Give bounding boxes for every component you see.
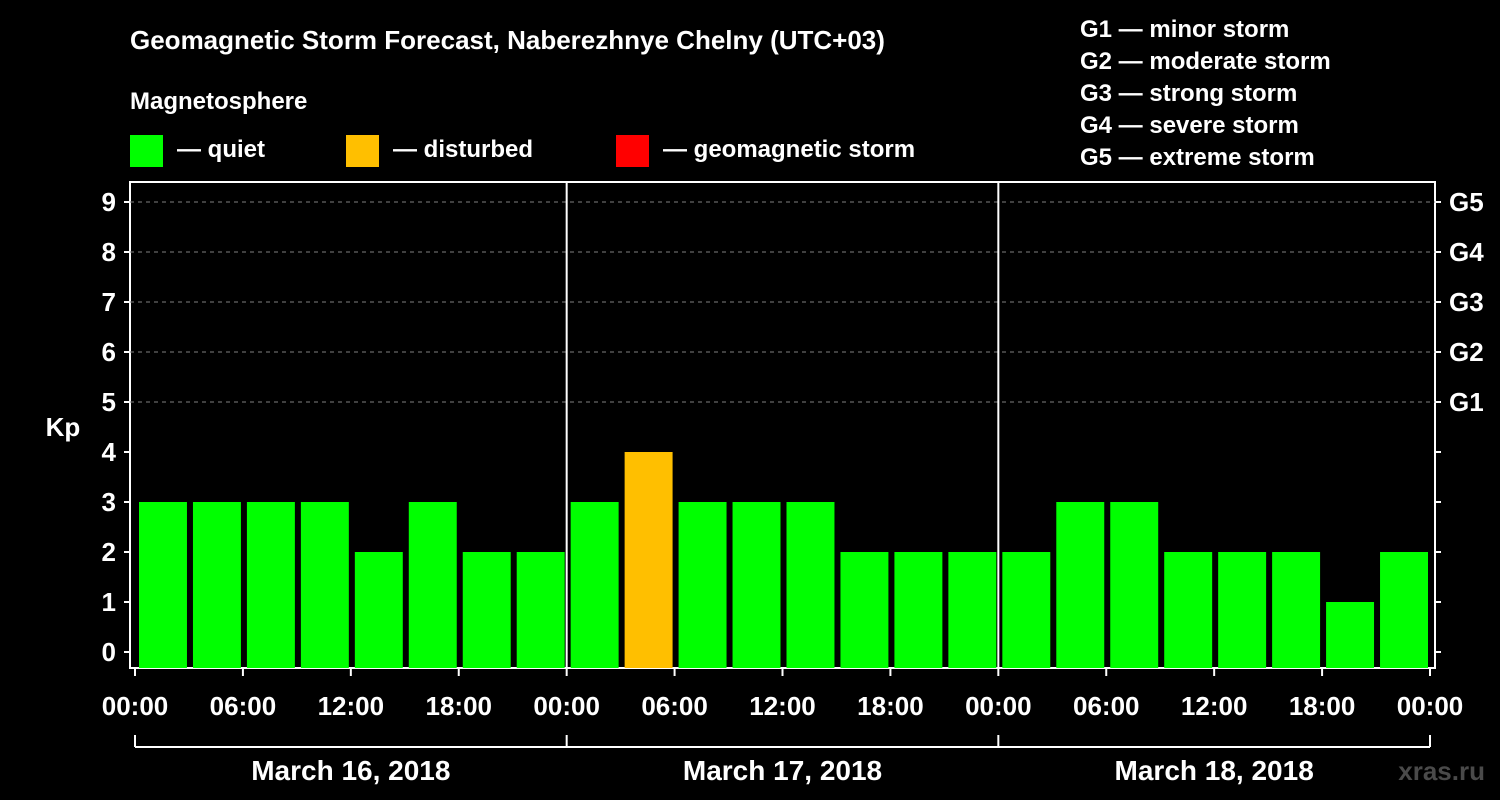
day-label-0: March 16, 2018 xyxy=(251,755,450,786)
x-tick-label-1: 06:00 xyxy=(210,691,277,721)
bar-18 xyxy=(1110,502,1159,668)
bar-13 xyxy=(840,552,889,668)
day-label-2: March 18, 2018 xyxy=(1115,755,1314,786)
x-tick-label-7: 18:00 xyxy=(857,691,924,721)
bar-19 xyxy=(1164,552,1213,668)
legend-label-quiet: — quiet xyxy=(177,136,265,163)
bar-21 xyxy=(1272,552,1321,668)
legend-title: Magnetosphere xyxy=(130,88,307,115)
bar-3 xyxy=(300,502,349,668)
bar-4 xyxy=(354,552,403,668)
x-tick-label-9: 06:00 xyxy=(1073,691,1140,721)
x-tick-label-3: 18:00 xyxy=(426,691,493,721)
right-tick-label-G5: G5 xyxy=(1449,187,1484,217)
right-tick-label-G4: G4 xyxy=(1449,237,1484,267)
right-tick-label-G3: G3 xyxy=(1449,287,1484,317)
bar-9 xyxy=(624,452,673,668)
bar-17 xyxy=(1056,502,1105,668)
y-tick-label-8: 8 xyxy=(102,237,116,267)
watermark: xras.ru xyxy=(1398,756,1485,786)
bar-2 xyxy=(246,502,295,668)
bar-22 xyxy=(1326,602,1375,668)
y-tick-label-6: 6 xyxy=(102,337,116,367)
right-tick-label-G1: G1 xyxy=(1449,387,1484,417)
x-tick-label-0: 00:00 xyxy=(102,691,169,721)
bar-23 xyxy=(1380,552,1428,668)
y-axis-label: Kp xyxy=(46,412,81,442)
y-tick-label-5: 5 xyxy=(102,387,116,417)
legend-swatch-storm xyxy=(616,135,649,167)
x-tick-label-2: 12:00 xyxy=(318,691,385,721)
bar-1 xyxy=(192,502,241,668)
x-tick-label-5: 06:00 xyxy=(641,691,708,721)
bar-8 xyxy=(570,502,619,668)
bar-5 xyxy=(408,502,457,668)
y-tick-label-4: 4 xyxy=(102,437,117,467)
x-tick-label-12: 00:00 xyxy=(1397,691,1464,721)
x-tick-label-10: 12:00 xyxy=(1181,691,1248,721)
legend-label-storm: — geomagnetic storm xyxy=(663,136,915,163)
storm-scale-g3: G3 — strong storm xyxy=(1080,80,1297,107)
bar-16 xyxy=(1002,552,1051,668)
bar-14 xyxy=(894,552,943,668)
chart-title: Geomagnetic Storm Forecast, Naberezhnye … xyxy=(130,25,885,55)
bar-0 xyxy=(139,502,187,668)
bar-15 xyxy=(948,552,997,668)
y-tick-label-1: 1 xyxy=(102,587,116,617)
y-tick-label-3: 3 xyxy=(102,487,116,517)
bar-10 xyxy=(678,502,727,668)
storm-scale-g2: G2 — moderate storm xyxy=(1080,48,1331,75)
right-tick-label-G2: G2 xyxy=(1449,337,1484,367)
legend-swatch-quiet xyxy=(130,135,163,167)
bar-11 xyxy=(732,502,781,668)
plot-area: 0 1 2 3 4 5 6 7 8 9 G1 G2 G3 G4 G5 00:00 06:00 12:00 18:00… xyxy=(102,181,1484,786)
day-label-1: March 17, 2018 xyxy=(683,755,882,786)
x-tick-label-11: 18:00 xyxy=(1289,691,1356,721)
storm-scale-g4: G4 — severe storm xyxy=(1080,112,1299,139)
bar-20 xyxy=(1218,552,1267,668)
y-tick-label-9: 9 xyxy=(102,187,116,217)
y-tick-label-0: 0 xyxy=(102,637,116,667)
y-tick-label-7: 7 xyxy=(102,287,116,317)
storm-scale-g1: G1 — minor storm xyxy=(1080,16,1289,43)
bar-7 xyxy=(516,552,565,668)
bar-6 xyxy=(462,552,511,668)
x-tick-label-4: 00:00 xyxy=(533,691,600,721)
y-tick-label-2: 2 xyxy=(102,537,116,567)
x-tick-label-6: 12:00 xyxy=(749,691,816,721)
bar-12 xyxy=(786,502,835,668)
legend-swatch-disturbed xyxy=(346,135,379,167)
x-tick-label-8: 00:00 xyxy=(965,691,1032,721)
storm-scale-g5: G5 — extreme storm xyxy=(1080,144,1315,171)
legend-label-disturbed: — disturbed xyxy=(393,136,533,163)
